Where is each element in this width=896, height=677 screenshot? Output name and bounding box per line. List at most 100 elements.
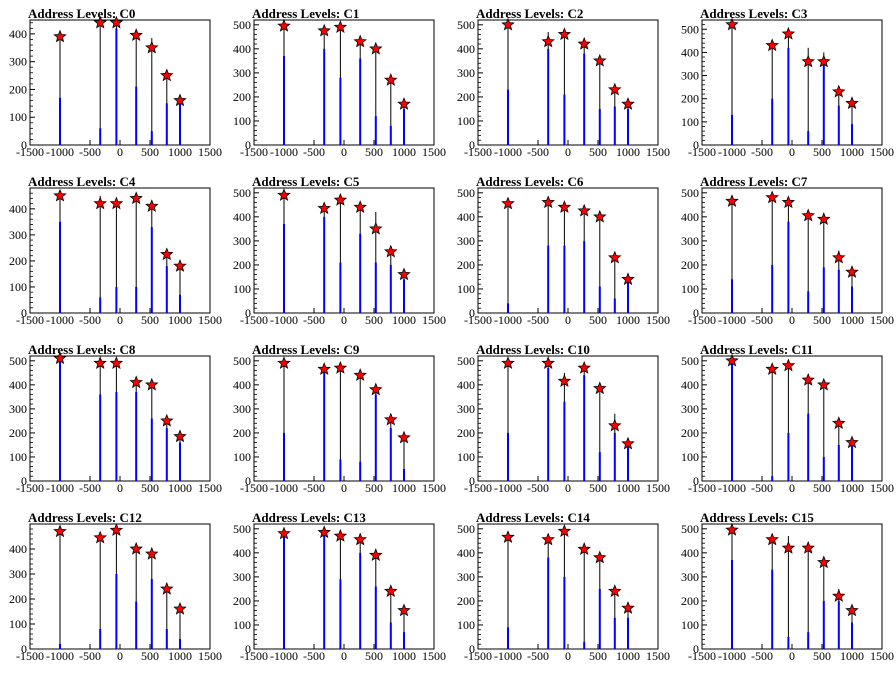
x-tick-label: 1000 [616, 145, 640, 159]
peak-marker [621, 601, 635, 614]
plot-frame [477, 355, 659, 482]
y-tick-label: 0 [245, 306, 251, 320]
y-tick-label: 200 [681, 426, 699, 440]
x-tick-label: 0 [565, 313, 571, 327]
x-tick-label: 0 [789, 145, 795, 159]
peak-marker [129, 375, 143, 389]
x-tick-label: -1000 [46, 481, 74, 495]
peak-bar [507, 89, 509, 145]
peak-marker [557, 374, 572, 387]
peak-bar [787, 636, 790, 649]
peak-bar [374, 394, 377, 481]
peak-marker [109, 356, 124, 369]
panel-c10: Address Levels: C10 0 100 200 300 400 500 -1500… [457, 342, 670, 495]
peak-marker [817, 212, 831, 225]
y-tick-label: 500 [9, 354, 27, 368]
peak-bar [851, 286, 853, 313]
peak-marker [397, 267, 411, 281]
peak-bar [851, 124, 853, 145]
peak-marker [725, 194, 739, 207]
y-tick-label: 300 [9, 55, 27, 69]
x-tick-label: 1000 [168, 649, 192, 663]
x-tick-label: -500 [303, 145, 325, 159]
peak-bar [547, 557, 550, 649]
x-tick-label: 500 [589, 145, 607, 159]
peak-marker [832, 589, 846, 602]
y-tick-label: 200 [9, 254, 27, 268]
plot-frame [253, 355, 435, 482]
peak-marker [277, 188, 291, 201]
peak-bar [115, 28, 118, 145]
y-tick-label: 300 [457, 234, 475, 248]
y-tick-label: 0 [21, 306, 27, 320]
x-tick-label: 0 [789, 481, 795, 495]
peak-bar [359, 58, 362, 145]
panel-c11: Address Levels: C11 0 100 200 300 400 500 -1500… [681, 342, 894, 495]
peak-bar [389, 125, 392, 145]
peak-marker [369, 41, 383, 55]
peak-marker [160, 413, 174, 427]
peak-bar [613, 617, 616, 649]
peak-bar [547, 245, 550, 313]
y-tick-label: 200 [233, 258, 251, 272]
y-tick-label: 0 [245, 138, 251, 152]
y-tick-label: 400 [681, 210, 699, 224]
peak-bar [99, 128, 102, 145]
peak-marker [557, 27, 572, 41]
y-tick-label: 100 [233, 282, 251, 296]
peak-bar [99, 297, 102, 313]
peak-bar [771, 264, 774, 313]
peak-bar [822, 267, 825, 313]
peak-bar [403, 632, 405, 649]
peak-bar [731, 114, 733, 145]
y-tick-label: 300 [9, 567, 27, 581]
y-tick-label: 0 [21, 642, 27, 656]
x-tick-label: 1000 [168, 481, 192, 495]
panel-c9: Address Levels: C90100200300400500-1500-… [233, 342, 446, 495]
x-tick-label: 0 [789, 313, 795, 327]
plot-frame [253, 187, 435, 314]
x-tick-label: -1500 [16, 145, 44, 159]
x-tick-label: -500 [527, 313, 549, 327]
peak-marker [832, 416, 846, 430]
peak-marker [725, 353, 739, 367]
peak-bar [99, 629, 102, 649]
peak-marker [93, 15, 107, 29]
x-tick-label: -500 [79, 313, 101, 327]
x-tick-label: 500 [365, 145, 383, 159]
peak-marker [781, 540, 796, 554]
peak-bar [771, 476, 774, 481]
panel-c1: Address Levels: C10100200300400500-1500-… [233, 6, 446, 159]
x-tick-label: -1500 [464, 649, 492, 663]
peak-marker [353, 34, 367, 48]
peak-bar [787, 221, 790, 313]
peak-marker [845, 265, 859, 278]
x-tick-label: -500 [303, 649, 325, 663]
y-tick-label: 200 [9, 592, 27, 606]
x-tick-label: 500 [813, 313, 831, 327]
peak-marker [173, 93, 187, 107]
panel-c13: Address Levels: C13 0 100 200 300 400 500 -1500… [233, 510, 446, 663]
peak-bar [613, 298, 616, 313]
peak-marker [801, 208, 815, 222]
y-tick-label: 200 [233, 594, 251, 608]
x-tick-label: 1500 [198, 481, 222, 495]
peak-bar [323, 372, 326, 481]
y-tick-label: 100 [457, 282, 475, 296]
x-tick-label: -1000 [494, 481, 522, 495]
peak-marker [53, 351, 67, 365]
x-tick-label: 1000 [840, 481, 864, 495]
peak-bar [389, 622, 392, 649]
x-tick-label: 500 [365, 313, 383, 327]
panel-c7: Address Levels: C70100200300400500-1500-… [681, 174, 894, 327]
y-tick-label: 400 [233, 546, 251, 560]
peak-marker [817, 555, 831, 569]
x-tick-label: -1000 [46, 145, 74, 159]
x-tick-label: -1000 [46, 313, 74, 327]
peak-bar [837, 444, 840, 481]
y-tick-label: 400 [457, 546, 475, 560]
peak-bar [179, 442, 181, 481]
peak-bar [563, 94, 566, 145]
peak-bar [59, 644, 61, 649]
y-tick-label: 200 [9, 82, 27, 96]
